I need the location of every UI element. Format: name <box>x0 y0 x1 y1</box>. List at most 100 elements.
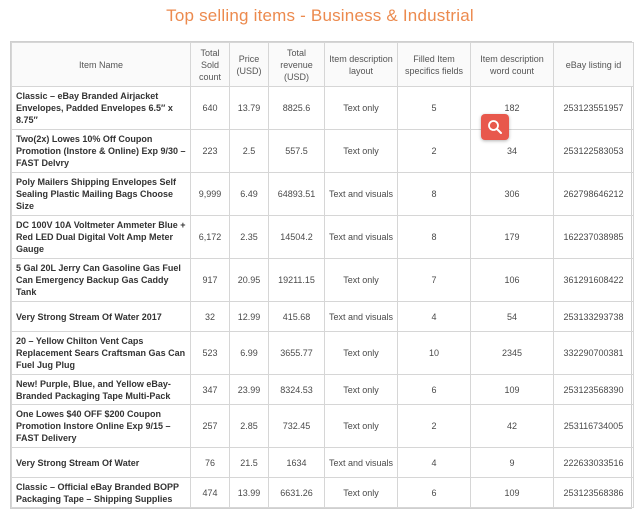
listing-id: 253122583053 <box>553 129 634 173</box>
price: 2.85 <box>229 404 269 448</box>
total-sold: 76 <box>190 447 230 478</box>
total-revenue: 557.5 <box>268 129 325 173</box>
col-header-description-layout: Item description layout <box>324 42 398 87</box>
total-revenue: 19211.15 <box>268 258 325 302</box>
total-sold: 6,172 <box>190 215 230 259</box>
filled-fields: 4 <box>397 301 471 332</box>
table-row: DC 100V 10A Voltmeter Ammeter Blue + Red… <box>11 215 634 259</box>
price: 6.99 <box>229 331 269 375</box>
listing-id: 361291608422 <box>553 258 634 302</box>
word-count: 106 <box>470 258 554 302</box>
total-revenue: 3655.77 <box>268 331 325 375</box>
listing-id: 253133293738 <box>553 301 634 332</box>
total-sold: 32 <box>190 301 230 332</box>
table-row: 5 Gal 20L Jerry Can Gasoline Gas Fuel Ca… <box>11 258 634 302</box>
total-sold: 223 <box>190 129 230 173</box>
search-icon <box>488 120 502 134</box>
search-button[interactable] <box>481 114 509 140</box>
total-sold: 347 <box>190 374 230 405</box>
word-count: 42 <box>470 404 554 448</box>
listing-id: 253123568390 <box>553 374 634 405</box>
item-name: Very Strong Stream Of Water 2017 <box>11 301 191 332</box>
top-selling-items-table: Item Name Total Sold count Price (USD) T… <box>11 42 634 508</box>
filled-fields: 8 <box>397 172 471 216</box>
listing-id: 262798646212 <box>553 172 634 216</box>
item-name: Classic – Official eBay Branded BOPP Pac… <box>11 477 191 508</box>
description-layout: Text and visuals <box>324 215 398 259</box>
description-layout: Text and visuals <box>324 172 398 216</box>
word-count: 2345 <box>470 331 554 375</box>
listing-id: 253116734005 <box>553 404 634 448</box>
word-count: 109 <box>470 477 554 508</box>
item-name: One Lowes $40 OFF $200 Coupon Promotion … <box>11 404 191 448</box>
total-revenue: 8324.53 <box>268 374 325 405</box>
total-revenue: 1634 <box>268 447 325 478</box>
table-row: Very Strong Stream Of Water 2017 32 12.9… <box>11 301 634 332</box>
total-sold: 474 <box>190 477 230 508</box>
table-row: Classic – Official eBay Branded BOPP Pac… <box>11 477 634 508</box>
col-header-item-name: Item Name <box>11 42 191 87</box>
description-layout: Text only <box>324 331 398 375</box>
item-name: DC 100V 10A Voltmeter Ammeter Blue + Red… <box>11 215 191 259</box>
listing-id: 162237038985 <box>553 215 634 259</box>
word-count: 179 <box>470 215 554 259</box>
item-name: Two(2x) Lowes 10% Off Coupon Promotion (… <box>11 129 191 173</box>
listing-id: 222633033516 <box>553 447 634 478</box>
item-name: New! Purple, Blue, and Yellow eBay-Brand… <box>11 374 191 405</box>
item-name: Poly Mailers Shipping Envelopes Self Sea… <box>11 172 191 216</box>
word-count: 54 <box>470 301 554 332</box>
description-layout: Text only <box>324 129 398 173</box>
table-row: Poly Mailers Shipping Envelopes Self Sea… <box>11 172 634 216</box>
total-revenue: 14504.2 <box>268 215 325 259</box>
filled-fields: 10 <box>397 331 471 375</box>
filled-fields: 4 <box>397 447 471 478</box>
filled-fields: 8 <box>397 215 471 259</box>
description-layout: Text only <box>324 404 398 448</box>
price: 13.79 <box>229 86 269 130</box>
item-name: 20 – Yellow Chilton Vent Caps Replacemen… <box>11 331 191 375</box>
description-layout: Text and visuals <box>324 301 398 332</box>
word-count: 9 <box>470 447 554 478</box>
description-layout: Text only <box>324 86 398 130</box>
table-row: Very Strong Stream Of Water 76 21.5 1634… <box>11 447 634 478</box>
price: 21.5 <box>229 447 269 478</box>
items-table-container: Item Name Total Sold count Price (USD) T… <box>10 41 634 509</box>
table-row: New! Purple, Blue, and Yellow eBay-Brand… <box>11 374 634 405</box>
page-title: Top selling items - Business & Industria… <box>166 6 474 25</box>
filled-fields: 7 <box>397 258 471 302</box>
description-layout: Text only <box>324 374 398 405</box>
table-row: 20 – Yellow Chilton Vent Caps Replacemen… <box>11 331 634 375</box>
listing-id: 253123568386 <box>553 477 634 508</box>
table-row: One Lowes $40 OFF $200 Coupon Promotion … <box>11 404 634 448</box>
col-header-filled-fields: Filled Item specifics fields <box>397 42 471 87</box>
table-row: Two(2x) Lowes 10% Off Coupon Promotion (… <box>11 129 634 173</box>
price: 2.35 <box>229 215 269 259</box>
total-revenue: 64893.51 <box>268 172 325 216</box>
total-sold: 917 <box>190 258 230 302</box>
item-name: Classic – eBay Branded Airjacket Envelop… <box>11 86 191 130</box>
total-sold: 257 <box>190 404 230 448</box>
filled-fields: 5 <box>397 86 471 130</box>
total-revenue: 6631.26 <box>268 477 325 508</box>
price: 23.99 <box>229 374 269 405</box>
col-header-listing-id: eBay listing id <box>553 42 634 87</box>
price: 12.99 <box>229 301 269 332</box>
item-name: Very Strong Stream Of Water <box>11 447 191 478</box>
filled-fields: 2 <box>397 129 471 173</box>
description-layout: Text only <box>324 477 398 508</box>
listing-id: 332290700381 <box>553 331 634 375</box>
col-header-total-sold: Total Sold count <box>190 42 230 87</box>
price: 20.95 <box>229 258 269 302</box>
total-sold: 640 <box>190 86 230 130</box>
filled-fields: 2 <box>397 404 471 448</box>
total-revenue: 8825.6 <box>268 86 325 130</box>
item-name: 5 Gal 20L Jerry Can Gasoline Gas Fuel Ca… <box>11 258 191 302</box>
total-sold: 9,999 <box>190 172 230 216</box>
word-count: 306 <box>470 172 554 216</box>
price: 6.49 <box>229 172 269 216</box>
col-header-word-count: Item description word count <box>470 42 554 87</box>
total-revenue: 415.68 <box>268 301 325 332</box>
table-header-row: Item Name Total Sold count Price (USD) T… <box>11 42 634 87</box>
total-revenue: 732.45 <box>268 404 325 448</box>
description-layout: Text only <box>324 258 398 302</box>
